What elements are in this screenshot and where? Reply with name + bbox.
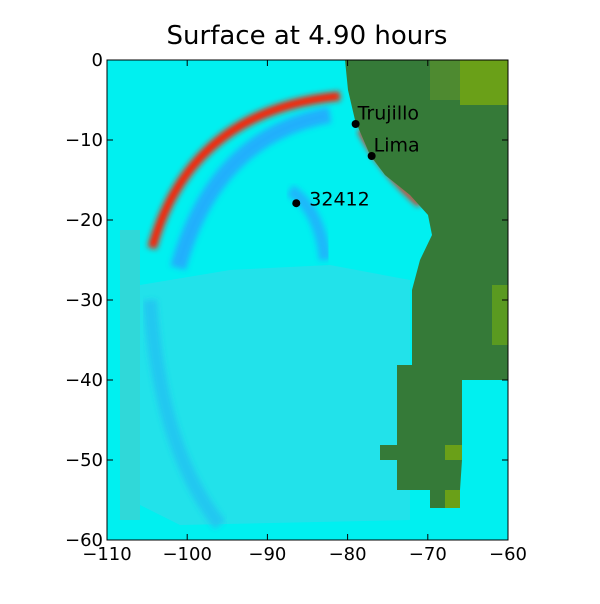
- x-tick-label: −100: [162, 544, 211, 565]
- y-tick-label: −30: [65, 290, 103, 311]
- y-tick-label: −60: [65, 530, 103, 551]
- station-marker: [367, 152, 376, 160]
- station-marker: [351, 120, 360, 128]
- y-tick-label: −40: [65, 370, 103, 391]
- x-tick-label: −110: [82, 544, 131, 565]
- x-tick-label: −60: [489, 544, 527, 565]
- station-label: Lima: [374, 135, 420, 157]
- surface-field: [107, 60, 508, 540]
- y-tick-label: 0: [92, 50, 103, 71]
- x-tick-label: −80: [329, 544, 367, 565]
- y-tick-label: −10: [65, 130, 103, 151]
- station-label: 32412: [309, 189, 369, 211]
- y-tick-label: −50: [65, 450, 103, 471]
- x-tick-label: −90: [248, 544, 286, 565]
- y-tick-label: −20: [65, 210, 103, 231]
- chart-title: Surface at 4.90 hours: [167, 21, 448, 51]
- x-tick-label: −70: [409, 544, 447, 565]
- station-marker: [292, 199, 301, 208]
- station-label: Trujillo: [357, 103, 419, 125]
